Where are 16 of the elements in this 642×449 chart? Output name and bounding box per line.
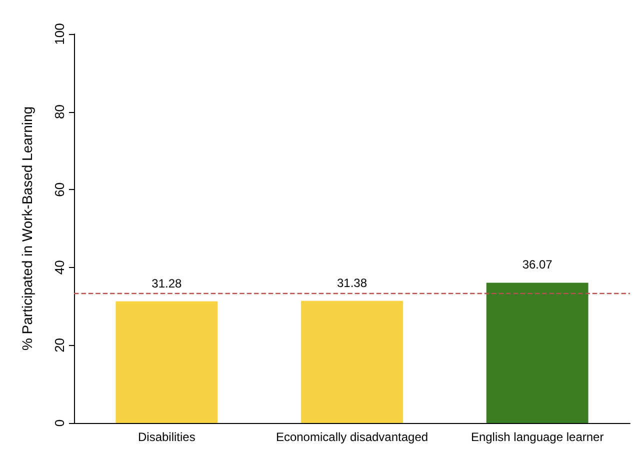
y-tick-label: 80	[52, 104, 67, 120]
bar	[116, 301, 218, 423]
x-tick-label: Economically disadvantaged	[276, 430, 428, 444]
data-label: 31.28	[152, 276, 182, 290]
y-axis-title: % Participated in Work-Based Learning	[19, 106, 35, 351]
y-tick-label: 100	[52, 23, 67, 45]
x-tick-label: English language learner	[470, 430, 604, 444]
data-label: 36.07	[522, 258, 553, 272]
bar	[301, 300, 403, 423]
y-tick-label: 40	[52, 260, 67, 275]
data-label: 31.38	[336, 276, 368, 290]
bar	[486, 282, 588, 423]
y-tick-label: 60	[52, 182, 67, 197]
y-tick-label: 0	[52, 419, 67, 427]
y-tick-label: 20	[52, 338, 67, 352]
x-tick-label: Disabilities	[138, 430, 196, 444]
